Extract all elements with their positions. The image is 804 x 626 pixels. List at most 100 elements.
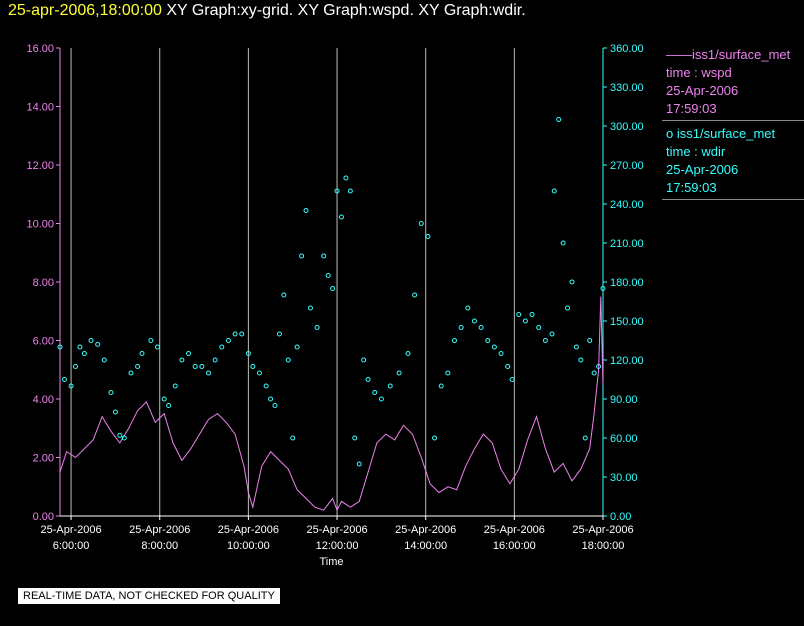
wdir-point <box>330 286 336 291</box>
wdir-point <box>121 435 127 441</box>
wdir-point <box>551 188 557 194</box>
wdir-point <box>465 305 471 311</box>
wdir-point <box>432 435 438 441</box>
bottom-tick-time: 10:00:00 <box>227 540 270 552</box>
wdir-point <box>73 364 79 369</box>
wdir-point <box>600 286 606 291</box>
wdir-point <box>303 208 309 213</box>
bottom-tick-time: 18:00:00 <box>582 540 625 552</box>
right-tick-label: 180.00 <box>610 277 644 289</box>
bottom-tick-date: 25-Apr-2006 <box>306 524 367 536</box>
wdir-point <box>412 292 418 298</box>
wdir-point <box>166 403 172 408</box>
wdir-point <box>347 188 353 194</box>
wdir-point <box>192 364 198 369</box>
wdir-point <box>117 432 123 438</box>
wdir-point <box>95 341 101 347</box>
legend-divider <box>662 120 804 121</box>
wdir-point <box>276 331 282 337</box>
legend-series-label: time : wspd <box>666 65 732 80</box>
wdir-point <box>101 357 107 363</box>
left-tick-label: 14.00 <box>26 102 54 114</box>
bottom-tick-time: 16:00:00 <box>493 540 536 552</box>
wdir-point <box>77 344 83 350</box>
wdir-point <box>232 331 238 337</box>
wdir-point <box>155 344 161 350</box>
wdir-point <box>405 351 411 356</box>
wdir-point <box>418 221 424 226</box>
wdir-point <box>186 351 192 356</box>
wdir-point <box>338 214 344 220</box>
wdir-point <box>325 273 331 278</box>
wdir-point <box>219 344 225 350</box>
legend-circle-marker: o <box>666 126 674 141</box>
grid-lines <box>70 48 604 516</box>
wdir-point <box>587 338 593 343</box>
wdir-point <box>268 396 274 402</box>
wdir-point <box>578 357 584 363</box>
wdir-point <box>372 390 378 395</box>
wdir-point <box>161 396 167 402</box>
wdir-point <box>356 461 362 467</box>
wdir-point <box>285 357 291 363</box>
wdir-point <box>491 344 497 350</box>
wdir-point <box>478 325 484 330</box>
bottom-tick-time: 12:00:00 <box>316 540 359 552</box>
wdir-point <box>343 175 349 181</box>
wdir-point <box>387 383 393 389</box>
wdir-point <box>529 312 535 317</box>
legend-series-name: iss1/surface_met <box>692 47 791 62</box>
wdir-point <box>505 364 511 369</box>
wdir-point <box>485 338 491 343</box>
wdir-point <box>509 377 515 382</box>
right-tick-label: 330.00 <box>610 82 644 94</box>
right-tick-label: 210.00 <box>610 238 644 250</box>
right-tick-label: 150.00 <box>610 316 644 328</box>
wdir-point <box>565 305 571 311</box>
left-axis: 0.00 2.00 4.00 6.00 8.00 10.00 12.00 14.00 16.00 <box>26 43 61 523</box>
bottom-tick-date: 25-Apr-2006 <box>129 524 190 536</box>
wdir-point <box>68 383 74 389</box>
wdir-point <box>596 364 602 369</box>
left-tick-label: 2.00 <box>33 453 54 465</box>
x-axis-label: Time <box>319 556 343 568</box>
wdir-point <box>294 344 300 350</box>
left-tick-label: 16.00 <box>26 43 54 55</box>
wdir-point <box>245 351 251 356</box>
wdir-point <box>582 435 588 441</box>
legend-line-marker: —— <box>666 47 692 62</box>
wdir-point <box>239 331 245 337</box>
wdir-point <box>452 338 458 343</box>
right-axis: 0.00 30.00 60.00 90.00 120.00 150.00 180.00 210… <box>602 43 644 523</box>
wdir-point <box>57 344 63 350</box>
wdir-point <box>458 325 464 330</box>
legend-series-name: iss1/surface_met <box>676 126 776 141</box>
bottom-tick-date: 25-Apr-2006 <box>395 524 456 536</box>
wdir-point <box>334 188 340 194</box>
quality-notice: REAL-TIME DATA, NOT CHECKED FOR QUALITY <box>18 588 280 604</box>
legend-series-time: 17:59:03 <box>666 180 717 195</box>
title-timestamp: 25-apr-2006,18:00:00 <box>8 2 162 19</box>
wdir-point <box>556 117 562 122</box>
left-tick-label: 12.00 <box>26 160 54 172</box>
wdir-point <box>61 377 67 382</box>
wdir-point <box>549 331 555 337</box>
wdir-point <box>225 338 231 343</box>
wdir-point <box>471 318 477 324</box>
left-tick-label: 6.00 <box>33 336 54 348</box>
right-tick-label: 30.00 <box>610 472 638 484</box>
wdir-point <box>299 253 305 259</box>
series-wspd <box>59 296 604 512</box>
wdir-point <box>281 292 287 298</box>
wdir-point <box>445 370 451 376</box>
wdir-point <box>438 383 444 389</box>
wdir-point <box>112 409 118 415</box>
right-tick-label: 60.00 <box>610 433 638 445</box>
legend-series-date: 25-Apr-2006 <box>666 162 739 177</box>
wdir-point <box>425 234 431 239</box>
bottom-tick-time: 8:00:00 <box>141 540 178 552</box>
left-tick-label: 4.00 <box>33 394 54 406</box>
right-tick-label: 240.00 <box>610 199 644 211</box>
chart-title: 25-apr-2006,18:00:00 XY Graph:xy-grid. X… <box>8 2 526 20</box>
